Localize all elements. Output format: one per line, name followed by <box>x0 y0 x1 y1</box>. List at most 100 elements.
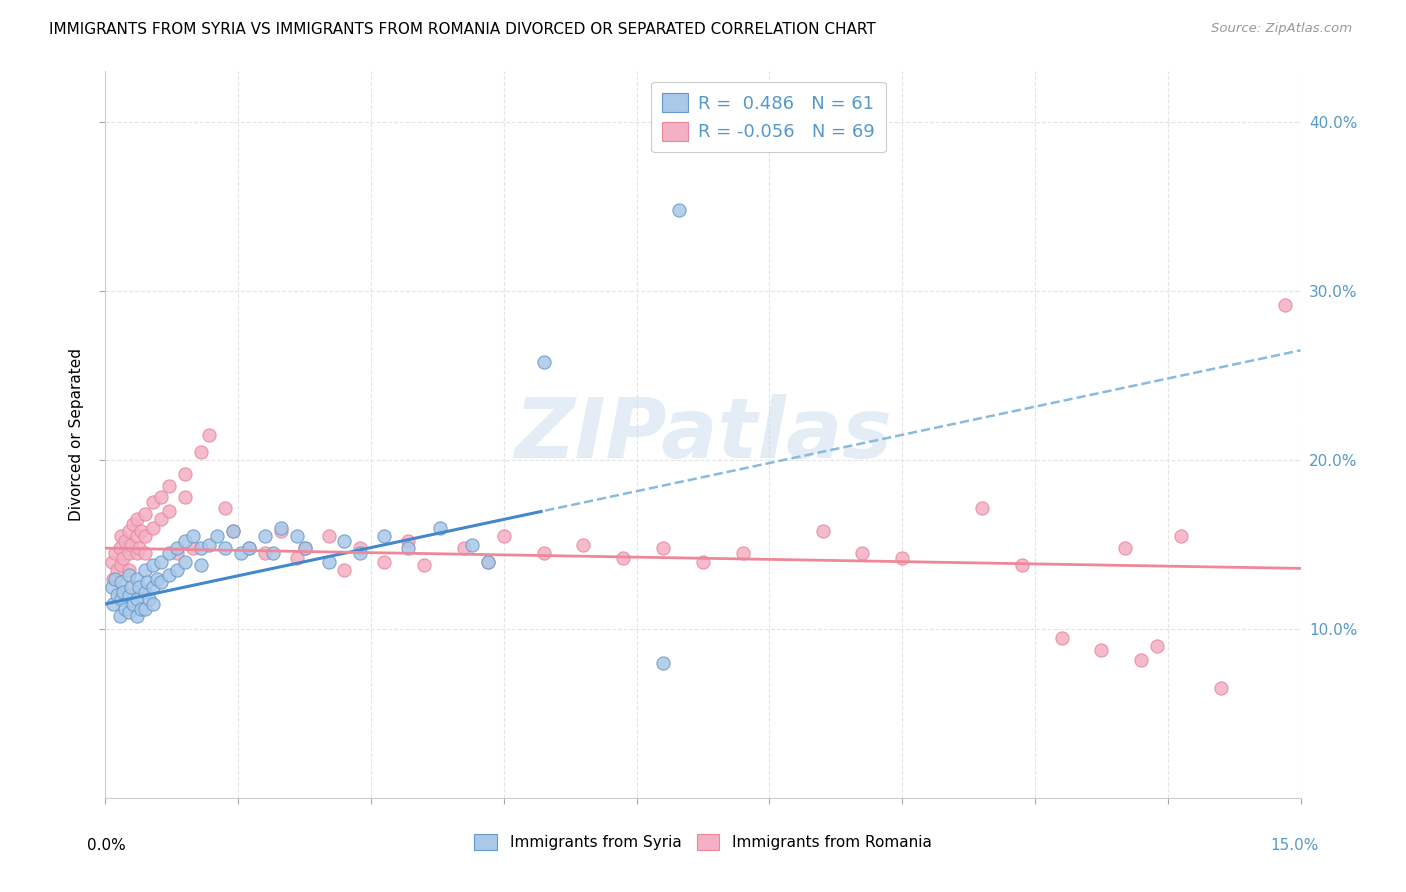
Point <box>150 574 173 589</box>
Point <box>461 538 484 552</box>
Point <box>150 512 173 526</box>
Point <box>101 580 124 594</box>
Point <box>270 521 292 535</box>
Point <box>122 597 145 611</box>
Point <box>572 538 595 552</box>
Point <box>111 551 134 566</box>
Point <box>111 585 134 599</box>
Text: ZIPatlas: ZIPatlas <box>515 394 891 475</box>
Point <box>181 529 204 543</box>
Point <box>120 580 142 594</box>
Point <box>129 602 153 616</box>
Point <box>166 546 188 560</box>
Point <box>692 555 714 569</box>
Point <box>118 546 141 560</box>
Point <box>157 504 180 518</box>
Point <box>142 597 165 611</box>
Point <box>107 563 129 577</box>
Point <box>104 546 127 560</box>
Point <box>652 656 675 670</box>
Point <box>222 524 245 539</box>
Point <box>166 541 188 555</box>
Point <box>373 529 395 543</box>
Point <box>174 534 197 549</box>
Point <box>114 534 136 549</box>
Point <box>129 524 153 539</box>
Point <box>190 444 212 458</box>
Point <box>134 563 156 577</box>
Point <box>142 558 165 572</box>
Point <box>103 597 125 611</box>
Point <box>108 541 131 555</box>
Point <box>731 546 754 560</box>
Point <box>285 529 308 543</box>
Point <box>190 541 212 555</box>
Point <box>118 563 141 577</box>
Y-axis label: Divorced or Separated: Divorced or Separated <box>69 349 84 521</box>
Point <box>166 563 188 577</box>
Point <box>373 555 395 569</box>
Point <box>214 500 236 515</box>
Point <box>349 541 371 555</box>
Point <box>238 541 260 555</box>
Point <box>157 478 180 492</box>
Point <box>134 602 156 616</box>
Point <box>146 572 169 586</box>
Point <box>127 546 149 560</box>
Point <box>134 508 156 522</box>
Point <box>413 558 436 572</box>
Point <box>150 555 173 569</box>
Point <box>453 541 475 555</box>
Point <box>198 428 221 442</box>
Text: 15.0%: 15.0% <box>1271 838 1319 853</box>
Point <box>229 546 252 560</box>
Point <box>174 491 197 505</box>
Point <box>205 529 228 543</box>
Point <box>128 580 150 594</box>
Point <box>1274 298 1296 312</box>
Point <box>851 546 873 560</box>
Point <box>118 606 141 620</box>
Point <box>142 521 165 535</box>
Point <box>396 541 419 555</box>
Point <box>238 541 260 555</box>
Point <box>668 202 690 217</box>
Point <box>142 495 165 509</box>
Point <box>122 517 145 532</box>
Point <box>1090 642 1112 657</box>
Point <box>101 555 124 569</box>
Point <box>142 580 165 594</box>
Point <box>811 524 834 539</box>
Point <box>253 529 276 543</box>
Point <box>492 529 515 543</box>
Point <box>1170 529 1192 543</box>
Point <box>120 538 142 552</box>
Point <box>333 534 356 549</box>
Point <box>396 534 419 549</box>
Point <box>294 541 316 555</box>
Point <box>198 538 221 552</box>
Point <box>533 355 555 369</box>
Legend: R =  0.486   N = 61, R = -0.056   N = 69: R = 0.486 N = 61, R = -0.056 N = 69 <box>651 82 886 153</box>
Point <box>1114 541 1136 555</box>
Point <box>318 529 340 543</box>
Point <box>1209 681 1232 696</box>
Point <box>128 541 150 555</box>
Point <box>110 591 132 606</box>
Point <box>127 529 149 543</box>
Point <box>1146 639 1168 653</box>
Point <box>349 546 371 560</box>
Point <box>127 572 149 586</box>
Point <box>138 591 160 606</box>
Point <box>134 546 156 560</box>
Point <box>157 568 180 582</box>
Point <box>107 589 129 603</box>
Point <box>104 572 127 586</box>
Point <box>118 589 141 603</box>
Point <box>333 563 356 577</box>
Point <box>285 551 308 566</box>
Point <box>652 541 675 555</box>
Text: IMMIGRANTS FROM SYRIA VS IMMIGRANTS FROM ROMANIA DIVORCED OR SEPARATED CORRELATI: IMMIGRANTS FROM SYRIA VS IMMIGRANTS FROM… <box>49 22 876 37</box>
Point <box>222 524 245 539</box>
Point <box>1011 558 1033 572</box>
